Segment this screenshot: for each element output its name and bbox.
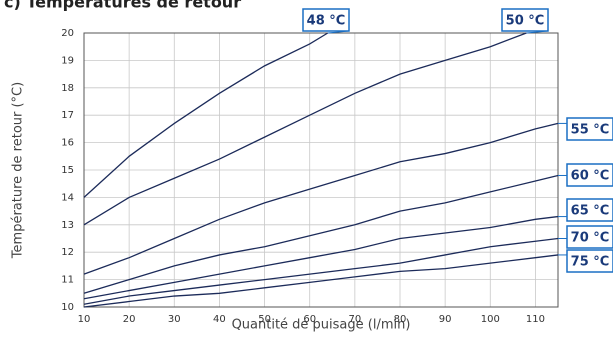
legend-label: 75 °C [571,255,610,270]
x-tick-label: 70 [348,314,361,325]
legend-box [501,8,549,32]
series-line [83,122,559,275]
series-line [83,174,559,294]
plot-frame [83,32,559,308]
legend-box [566,163,613,187]
legend-label: 70 °C [571,231,610,246]
y-tick-label: 17 [61,110,74,121]
x-tick-label: 60 [303,314,316,325]
legend-label: 60 °C [571,169,610,184]
y-tick-label: 15 [61,165,74,176]
legend-label: 65 °C [571,204,610,219]
series-line [83,254,559,308]
legend-box [302,8,350,32]
y-tick-label: 11 [61,275,74,286]
y-tick-label: 19 [61,55,74,66]
y-tick-label: 10 [61,302,74,313]
series-line [83,32,329,198]
legend-label: 55 °C [571,123,610,138]
legend-box [566,249,613,273]
series-line [83,32,527,226]
x-tick-label: 20 [123,314,136,325]
x-tick-label: 80 [394,314,407,325]
y-tick-label: 13 [61,220,74,231]
legend-box [566,117,613,141]
y-tick-label: 12 [61,247,74,258]
x-tick-label: 10 [78,314,91,325]
y-tick-label: 18 [61,83,74,94]
legend-label: 48 °C [307,14,346,29]
y-tick-label: 20 [61,28,74,39]
x-tick-label: 100 [481,314,500,325]
x-tick-label: 50 [258,314,271,325]
legend-box [566,225,613,249]
x-tick-label: 40 [213,314,226,325]
x-tick-label: 90 [439,314,452,325]
series-line [83,215,559,300]
series-line [83,237,559,305]
y-tick-label: 16 [61,138,74,149]
y-axis-title: Température de retour (°C) [11,82,26,259]
x-tick-label: 110 [526,314,545,325]
legend-label: 50 °C [506,14,545,29]
legend-box [566,198,613,222]
chart-title: c) Températures de retour [4,0,241,12]
x-axis-title: Quantité de puisage (l/min) [232,318,411,333]
x-tick-label: 30 [168,314,181,325]
y-tick-label: 14 [61,192,74,203]
